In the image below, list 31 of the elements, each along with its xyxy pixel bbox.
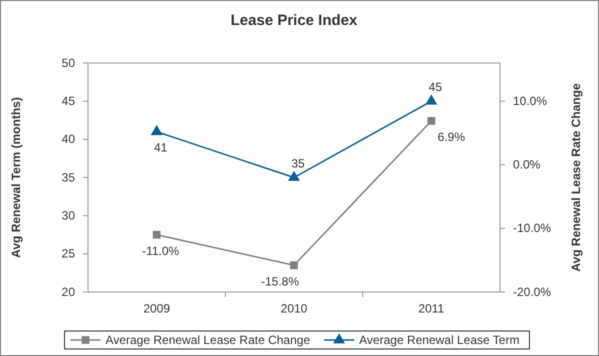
y2-tick-label: -20.0% <box>513 284 552 299</box>
y2-axis-title: Avg Renewal Lease Rate Change <box>569 83 583 272</box>
y-tick-label: 35 <box>62 170 76 184</box>
y-tick-label: 25 <box>62 246 76 261</box>
x-tick-label: 2009 <box>143 302 170 316</box>
data-label: 35 <box>291 156 305 170</box>
x-tick-label: 2011 <box>418 302 445 316</box>
y-axis-title: Avg Renewal Term (months) <box>9 97 23 258</box>
point <box>150 124 163 136</box>
data-label: 45 <box>428 80 442 94</box>
data-label: 6.9% <box>438 130 466 144</box>
y2-tick-label: 0.0% <box>513 158 541 172</box>
data-label: -11.0% <box>142 244 180 258</box>
point <box>290 261 298 270</box>
y-tick-label: 30 <box>62 208 76 223</box>
legend-label: Average Renewal Lease Term <box>359 333 520 347</box>
point <box>152 230 161 239</box>
chart-title: Lease Price Index <box>230 12 358 29</box>
y2-tick-label: 10.0% <box>513 94 548 108</box>
legend-label: Average Renewal Lease Rate Change <box>106 333 310 347</box>
x-tick-label: 2010 <box>280 302 308 316</box>
point <box>427 117 436 125</box>
point <box>288 170 300 181</box>
point <box>425 94 438 105</box>
y2-tick-label: -10.0% <box>513 221 552 236</box>
y-tick-label: 20 <box>62 284 76 299</box>
y-tick-label: 45 <box>62 94 76 108</box>
y-tick-label: 50 <box>62 56 76 70</box>
y-tick-label: 40 <box>62 132 76 146</box>
data-label: 41 <box>154 140 168 155</box>
data-label: -15.8% <box>260 274 300 288</box>
